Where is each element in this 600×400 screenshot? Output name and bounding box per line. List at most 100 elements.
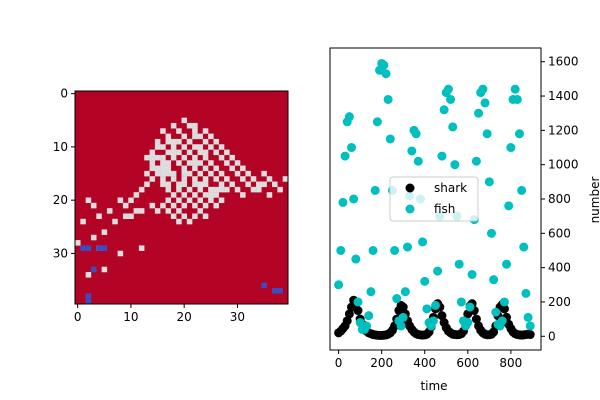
fish-cell (250, 186, 257, 193)
fish-cell (149, 202, 156, 209)
fish-cell (202, 176, 209, 182)
fish-point (486, 228, 496, 238)
fish-point (454, 259, 464, 269)
fish-cell (192, 154, 198, 161)
fish-cell (165, 208, 172, 214)
fish-cell (208, 133, 214, 140)
fish-cell (165, 181, 172, 188)
fish-point (517, 185, 527, 195)
fish-point (510, 84, 520, 94)
fish-point (484, 177, 494, 187)
fish-point (418, 237, 428, 247)
fish-point (368, 245, 378, 255)
fish-cell (165, 133, 172, 140)
fish-point (428, 316, 438, 326)
fish-cell (234, 160, 241, 166)
shark-cell (85, 293, 92, 299)
fish-legend-marker (405, 204, 415, 214)
fish-point (437, 151, 447, 161)
fish-cell (170, 122, 177, 129)
fish-cell (138, 208, 145, 214)
shark-point (344, 309, 354, 319)
fish-cell (181, 192, 188, 198)
fish-point (439, 105, 449, 115)
fish-cell (208, 170, 214, 177)
fish-cell (229, 154, 235, 161)
fish-cell (154, 144, 161, 150)
fish-cell (202, 213, 209, 219)
fish-cell (197, 133, 203, 140)
heatmap-cells (75, 117, 289, 305)
fish-cell (138, 245, 145, 251)
fish-point (347, 143, 357, 153)
fish-cell (192, 160, 198, 166)
fish-cell (256, 186, 262, 193)
fish-point (338, 197, 348, 207)
x-tick-label: 20 (177, 310, 192, 324)
fish-cell (266, 192, 273, 198)
fish-point (523, 312, 533, 322)
fish-cell (80, 218, 86, 225)
fish-point (474, 108, 484, 118)
fish-cell (160, 170, 166, 177)
fish-cell (176, 218, 182, 225)
shark-legend-label: shark (434, 181, 467, 195)
fish-point (413, 156, 423, 166)
fish-cell (208, 192, 214, 198)
fish-cell (208, 144, 214, 150)
fish-cell (160, 154, 166, 161)
fish-point (422, 304, 432, 314)
fish-cell (213, 202, 219, 209)
heatmap-frame (74, 90, 289, 305)
fish-cell (106, 208, 113, 214)
fish-cell (181, 117, 188, 124)
fish-cell (117, 250, 124, 257)
fish-cell (224, 176, 230, 182)
fish-cell (75, 240, 81, 246)
fish-cell (282, 176, 289, 182)
fish-cell (165, 138, 172, 145)
fish-point (465, 302, 475, 312)
y-tick-label: 0 (60, 87, 68, 101)
fish-cell (176, 149, 182, 156)
fish-cell (234, 186, 241, 193)
fish-point (499, 297, 509, 307)
fish-cell (170, 176, 177, 182)
x-tick-label: 10 (123, 310, 138, 324)
fish-point (519, 242, 529, 252)
fish-cell (181, 144, 188, 150)
shark-point (398, 302, 408, 312)
y-tick-label: 600 (548, 226, 571, 240)
fish-cell (197, 208, 203, 214)
fish-cell (181, 202, 188, 209)
shark-cell (261, 282, 267, 289)
fish-cell (165, 160, 172, 166)
scatter-x-ticks: 0 200 400 600 800 (335, 350, 522, 370)
fish-cell (256, 181, 262, 188)
fish-cell (272, 181, 278, 188)
fish-cell (149, 149, 156, 156)
fish-cell (218, 170, 225, 177)
fish-cell (186, 138, 193, 145)
fish-cell (170, 149, 177, 156)
fish-cell (197, 186, 203, 193)
fish-point (420, 276, 430, 286)
fish-point (521, 288, 531, 298)
fish-cell (208, 186, 214, 193)
fish-point (336, 245, 346, 255)
fish-cell (197, 170, 203, 177)
shark-cell (277, 288, 283, 294)
y-tick-label: 20 (53, 193, 68, 207)
fish-cell (224, 160, 230, 166)
heatmap-panel: 0 10 20 30 0 10 20 30 (53, 87, 289, 324)
fish-cell (250, 176, 257, 182)
fish-cell (149, 165, 156, 172)
y-tick-label: 800 (548, 192, 571, 206)
y-tick-label: 1400 (548, 89, 579, 103)
fish-cell (197, 181, 203, 188)
fish-cell (245, 181, 251, 188)
fish-cell (165, 149, 172, 156)
fish-point (353, 297, 363, 307)
y-axis-label: number (588, 177, 600, 224)
fish-cell (181, 170, 188, 177)
